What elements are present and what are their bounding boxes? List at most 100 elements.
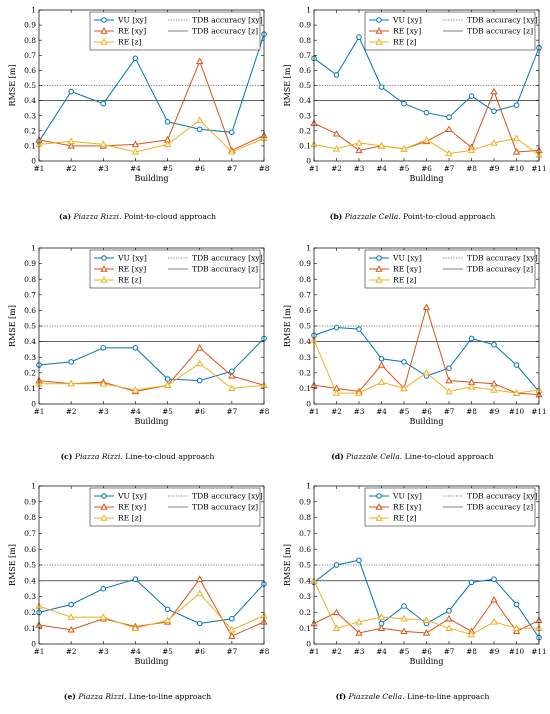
- x-tick-label: #1: [34, 647, 45, 656]
- x-tick-label: #2: [331, 407, 342, 416]
- y-tick-label: 0.4: [24, 576, 36, 585]
- legend-item-vu-xy: VU [xy]: [94, 254, 147, 263]
- legend-label: VU [xy]: [392, 254, 422, 263]
- y-tick-label: 0.7: [299, 51, 311, 60]
- x-tick-label: #4: [376, 164, 387, 173]
- x-tick-label: #3: [98, 647, 109, 656]
- chart-panel-c: 0 0.1 0.2 0.3 0.4 0.5 0.6 0.7 0.8 0.9 1 #1 #2 #3 #4 #5 #…: [0, 238, 275, 476]
- y-tick-label: 1: [31, 482, 36, 491]
- x-tick-label: #6: [421, 164, 432, 173]
- data-point: [229, 615, 235, 622]
- x-tick-label: #7: [444, 647, 455, 656]
- y-axis-label: RMSE [m]: [8, 65, 17, 107]
- x-axis-label: Building: [134, 174, 168, 183]
- legend-item-re-z: RE [z]: [94, 38, 142, 47]
- caption-label: (b): [329, 212, 343, 221]
- legend-item-vu-xy: VU [xy]: [369, 492, 422, 501]
- data-point: [332, 389, 341, 396]
- data-point: [491, 576, 497, 583]
- y-tick-label: 0.2: [24, 368, 36, 377]
- chart-c: 0 0.1 0.2 0.3 0.4 0.5 0.6 0.7 0.8 0.9 1 #1 #2 #3 #4 #5 #…: [8, 244, 270, 426]
- legend-label: TDB accuracy [xy]: [192, 254, 263, 263]
- x-tick-label: #6: [421, 647, 432, 656]
- x-tick-label: #6: [194, 164, 205, 173]
- legend-label: RE [z]: [393, 514, 417, 523]
- y-tick-label: 0.9: [299, 497, 311, 506]
- legend-item-tdb-accuracy-z: TDB accuracy [z]: [168, 27, 258, 36]
- data-point: [196, 126, 203, 133]
- x-tick-label: #2: [331, 647, 342, 656]
- y-tick-label: 0.4: [24, 337, 36, 346]
- legend-label: RE [xy]: [393, 503, 421, 512]
- data-point: [378, 355, 385, 362]
- y-tick-label: 0.1: [24, 142, 36, 151]
- data-point: [131, 140, 140, 148]
- legend-marker: [100, 38, 108, 45]
- x-tick-label: #5: [162, 164, 173, 173]
- data-point: [422, 303, 431, 311]
- legend-item-tdb-accuracy-xy: TDB accuracy [xy]: [168, 492, 263, 501]
- y-tick-label: 0.1: [299, 142, 311, 151]
- legend-label: RE [xy]: [118, 265, 146, 274]
- data-point: [67, 613, 75, 620]
- data-point: [332, 608, 341, 616]
- data-point: [467, 383, 476, 390]
- y-tick-label: 0.5: [299, 561, 311, 570]
- data-point: [196, 589, 204, 597]
- x-tick-label: #3: [98, 407, 109, 416]
- data-point: [196, 575, 204, 582]
- caption-method: Line-to-cloud approach: [404, 452, 494, 461]
- y-tick-label: 1: [306, 244, 311, 253]
- legend-label: VU [xy]: [392, 492, 422, 501]
- data-point: [332, 624, 341, 631]
- legend: VU [xy] TDB accuracy [xy] RE [xy] TDB accur…: [364, 11, 538, 51]
- legend-marker: [375, 38, 383, 45]
- data-point: [422, 136, 431, 143]
- y-tick-label: 0.3: [299, 592, 311, 601]
- x-tick-label: #7: [227, 164, 238, 173]
- x-tick-label: #3: [354, 407, 365, 416]
- y-tick-label: 0.9: [24, 21, 36, 30]
- data-point: [332, 145, 341, 152]
- axes-frame: [313, 9, 540, 162]
- data-point: [99, 613, 107, 620]
- y-axis-label: RMSE [m]: [283, 65, 292, 107]
- data-point: [468, 93, 475, 99]
- x-tick-label: #9: [489, 407, 500, 416]
- x-axis-label: Building: [409, 657, 443, 666]
- data-point: [355, 146, 363, 154]
- legend-marker: [375, 514, 383, 521]
- data-point: [446, 608, 452, 614]
- data-point: [401, 100, 407, 107]
- x-tick-label: #9: [489, 164, 500, 173]
- data-point: [377, 361, 386, 368]
- data-point: [445, 149, 453, 157]
- x-tick-label: #10: [509, 407, 525, 416]
- legend-item-tdb-accuracy-z: TDB accuracy [z]: [168, 265, 258, 274]
- data-point: [164, 376, 171, 382]
- legend-item-re-xy: RE [xy]: [369, 503, 421, 512]
- data-point: [196, 116, 204, 123]
- y-tick-label: 0.8: [24, 513, 36, 522]
- data-point: [228, 632, 236, 639]
- x-tick-label: #4: [130, 647, 141, 656]
- y-tick-label: 1: [31, 6, 36, 15]
- data-point: [512, 624, 521, 631]
- series-re-z: [310, 576, 543, 638]
- data-point: [196, 620, 203, 627]
- caption-a: (a) Piazza Rizzi. Point-to-cloud approac…: [0, 212, 275, 221]
- data-point: [490, 379, 498, 387]
- caption-c: (c) Piazza Rizzi. Line-to-cloud approach: [0, 452, 275, 461]
- y-axis-label: RMSE [m]: [283, 305, 292, 347]
- y-tick-label: 0: [31, 640, 36, 649]
- legend-label: TDB accuracy [xy]: [467, 16, 538, 25]
- data-point: [377, 378, 386, 385]
- y-tick-label: 0.2: [299, 126, 311, 135]
- legend-label: VU [xy]: [117, 254, 147, 263]
- legend-item-tdb-accuracy-xy: TDB accuracy [xy]: [443, 492, 538, 501]
- legend-marker: [376, 493, 382, 499]
- y-tick-label: 0.4: [299, 576, 311, 585]
- y-tick-label: 0.9: [24, 259, 36, 268]
- y-tick-label: 0.5: [24, 561, 36, 570]
- data-point: [377, 624, 386, 631]
